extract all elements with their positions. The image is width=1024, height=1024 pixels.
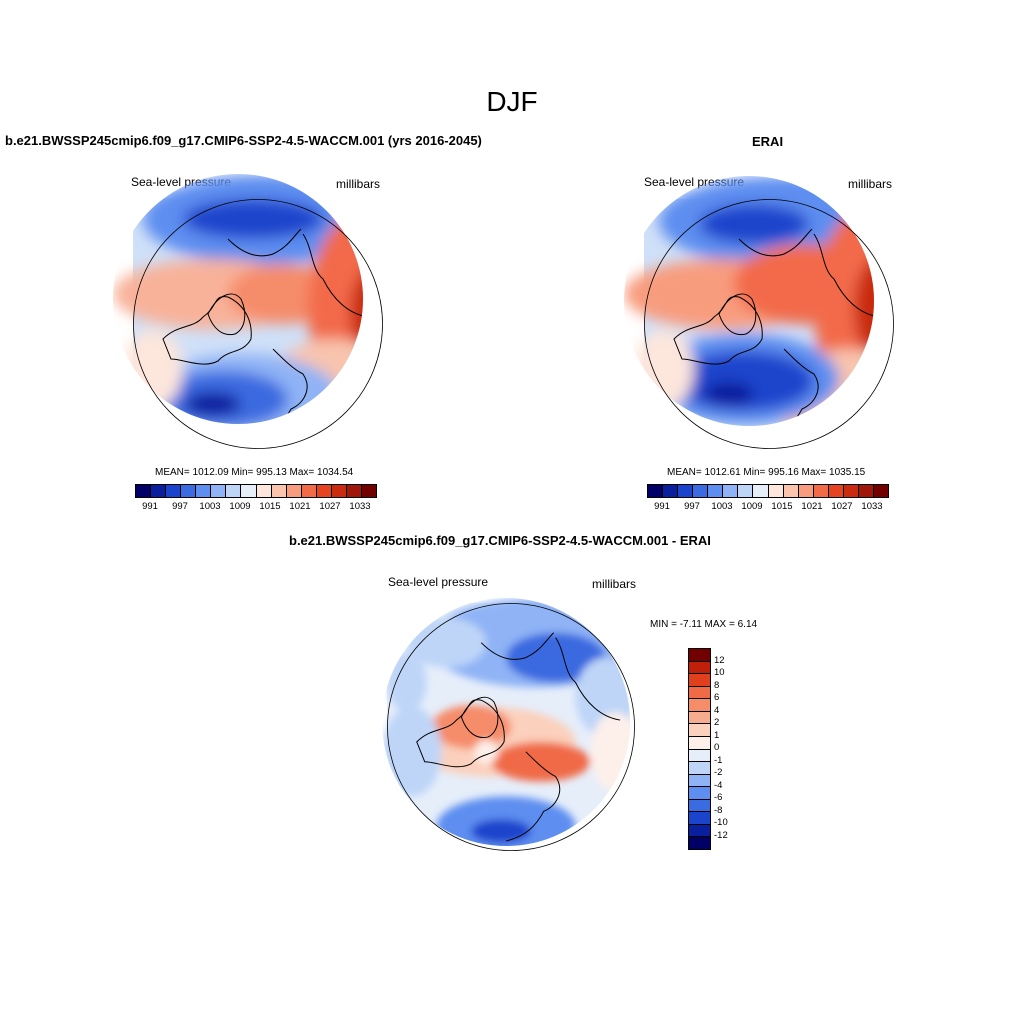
colorbar-swatch xyxy=(708,485,724,497)
colorbar-swatch xyxy=(828,485,844,497)
colorbar-tick-label: 1003 xyxy=(711,501,733,512)
colorbar-swatch xyxy=(331,485,347,497)
colorbar-tick-label: 1021 xyxy=(801,501,823,512)
colorbar-tick-label: -10 xyxy=(714,817,728,828)
colorbar-swatch xyxy=(689,762,710,775)
colorbar-swatch xyxy=(798,485,814,497)
colorbar-swatch xyxy=(693,485,709,497)
colorbar-tick-label: -6 xyxy=(714,792,723,803)
panel1-stats: MEAN= 1012.09 Min= 995.13 Max= 1034.54 xyxy=(155,467,354,478)
colorbar-swatch xyxy=(211,485,227,497)
colorbar-tick-label: -8 xyxy=(714,804,723,816)
colorbar-swatch xyxy=(843,485,859,497)
colorbar-swatch xyxy=(648,485,664,497)
colorbar-swatch xyxy=(689,812,710,825)
colorbar-tick-label: 2 xyxy=(714,717,720,728)
colorbar-tick-label: 991 xyxy=(654,501,670,512)
colorbar-swatch xyxy=(689,724,710,737)
colorbar-swatch xyxy=(316,485,332,497)
colorbar-swatch xyxy=(678,485,694,497)
colorbar-swatch xyxy=(241,485,257,497)
colorbar-tick-label: -1 xyxy=(714,754,723,766)
colorbar-tick-label: 997 xyxy=(684,501,700,512)
colorbar-tick-label: 1033 xyxy=(349,501,371,512)
colorbar-swatch xyxy=(196,485,212,497)
panel3-title: b.e21.BWSSP245cmip6.f09_g17.CMIP6-SSP2-4… xyxy=(289,533,711,548)
panel1-units-label: millibars xyxy=(336,177,381,191)
colorbar-swatch xyxy=(738,485,754,497)
colorbar-swatch xyxy=(151,485,167,497)
colorbar-tick-label: 1027 xyxy=(319,501,341,512)
colorbar-swatch xyxy=(783,485,799,497)
colorbar-swatch xyxy=(723,485,739,497)
colorbar-swatch xyxy=(689,649,710,662)
colorbar-tick-label: -2 xyxy=(714,767,723,778)
colorbar-tick-label: 6 xyxy=(714,692,720,703)
colorbar-tick-label: 991 xyxy=(142,501,158,512)
colorbar-swatch xyxy=(689,824,710,838)
panel2-units-label: millibars xyxy=(848,177,893,191)
panel3-units-label: millibars xyxy=(592,577,637,591)
colorbar-tick-label: 1 xyxy=(714,729,720,741)
colorbar-swatch xyxy=(689,787,710,800)
colorbar-swatch xyxy=(361,485,376,497)
colorbar-swatch xyxy=(181,485,197,497)
panel1-polar-map xyxy=(133,199,383,449)
colorbar-tick-label: -12 xyxy=(714,829,728,841)
colorbar-swatch xyxy=(858,485,874,497)
colorbar-swatch xyxy=(689,799,710,813)
colorbar-tick-label: 1015 xyxy=(259,501,281,512)
colorbar-tick-label: 8 xyxy=(714,679,720,691)
panel1-colorbar xyxy=(135,484,377,498)
panel3-stats: MIN = -7.11 MAX = 6.14 xyxy=(650,619,758,630)
colorbar-tick-label: 1009 xyxy=(229,501,251,512)
colorbar-swatch xyxy=(689,711,710,725)
panel2-colorbar xyxy=(647,484,889,498)
colorbar-swatch xyxy=(689,774,710,788)
colorbar-swatch xyxy=(166,485,182,497)
colorbar-swatch xyxy=(689,661,710,675)
colorbar-tick-label: 1021 xyxy=(289,501,311,512)
colorbar-swatch xyxy=(301,485,317,497)
colorbar-tick-label: 1009 xyxy=(741,501,763,512)
colorbar-tick-label: -4 xyxy=(714,779,723,791)
colorbar-swatch xyxy=(689,736,710,750)
colorbar-tick-label: 1003 xyxy=(199,501,221,512)
colorbar-swatch xyxy=(689,837,710,849)
panel3-colorbar xyxy=(688,648,711,850)
colorbar-swatch xyxy=(753,485,769,497)
figure-title: DJF xyxy=(486,86,538,117)
colorbar-swatch xyxy=(813,485,829,497)
colorbar-swatch xyxy=(689,749,710,763)
colorbar-tick-label: 10 xyxy=(714,667,725,678)
colorbar-tick-label: 997 xyxy=(172,501,188,512)
colorbar-swatch xyxy=(873,485,888,497)
panel2-title: ERAI xyxy=(752,134,784,149)
colorbar-tick-label: 12 xyxy=(714,654,725,666)
colorbar-swatch xyxy=(271,485,287,497)
colorbar-swatch xyxy=(286,485,302,497)
colorbar-swatch xyxy=(226,485,242,497)
colorbar-swatch xyxy=(689,699,710,712)
panel1-title: b.e21.BWSSP245cmip6.f09_g17.CMIP6-SSP2-4… xyxy=(5,133,482,148)
panel2-stats: MEAN= 1012.61 Min= 995.16 Max= 1035.15 xyxy=(667,467,866,478)
colorbar-tick-label: 0 xyxy=(714,742,720,753)
colorbar-swatch xyxy=(689,674,710,687)
colorbar-tick-label: 1033 xyxy=(861,501,883,512)
colorbar-swatch xyxy=(256,485,272,497)
panel2-polar-map xyxy=(644,199,894,449)
colorbar-tick-label: 1027 xyxy=(831,501,853,512)
colorbar-tick-label: 1015 xyxy=(771,501,793,512)
colorbar-tick-label: 4 xyxy=(714,704,720,716)
colorbar-swatch xyxy=(689,686,710,700)
colorbar-swatch xyxy=(346,485,362,497)
panel3-difference-map xyxy=(387,603,635,851)
panel3-variable-label: Sea-level pressure xyxy=(388,575,489,589)
colorbar-swatch xyxy=(768,485,784,497)
colorbar-swatch xyxy=(136,485,152,497)
colorbar-swatch xyxy=(663,485,679,497)
